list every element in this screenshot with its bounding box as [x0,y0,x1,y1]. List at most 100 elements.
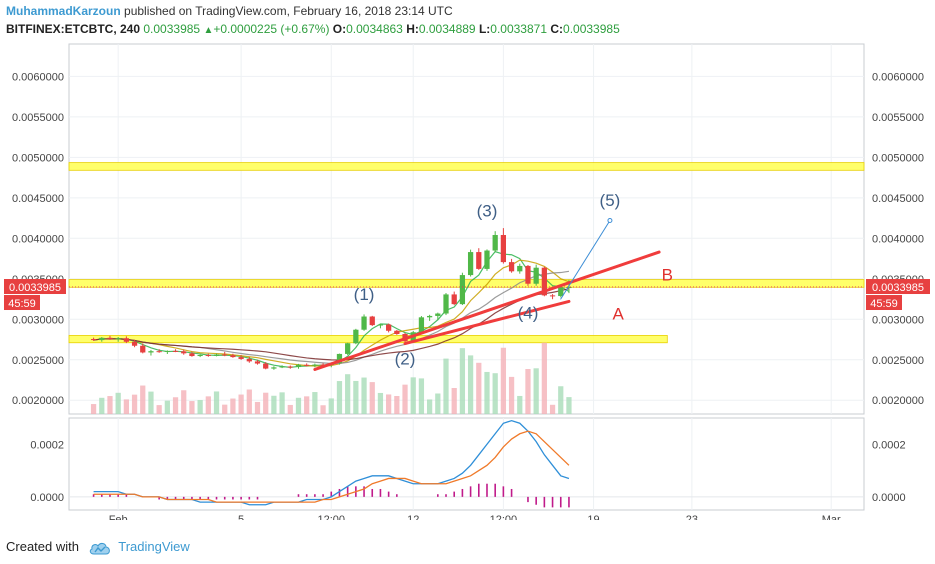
volume-bar [386,394,392,414]
wave-label: (5) [600,191,621,210]
price-axis-tick-left: 0.0050000 [12,152,64,164]
candle-body [443,294,449,314]
ohlc-line: BITFINEX:ETCBTC, 240 0.0033985 ▲+0.00002… [6,22,620,36]
price-axis-tick-right: 0.0045000 [872,193,924,205]
price-axis-tick-right: 0.0055000 [872,112,924,124]
volume-bar [541,342,547,414]
volume-bar [107,396,113,414]
annotation-label: B [662,265,673,284]
horizontal-zone [68,335,668,344]
volume-bar [394,396,400,414]
volume-bar [426,399,433,414]
volume-bar [238,394,244,414]
price-axis-tick-left: 0.0040000 [12,233,64,245]
publish-line: MuhammadKarzoun published on TradingView… [6,4,453,18]
price-change: +0.0000225 (+0.67%) [213,22,330,36]
candle-body [459,275,466,305]
volume-bar [353,380,359,414]
candle-body [181,351,187,354]
volume-bar [369,382,375,414]
candle-body [566,287,572,289]
volume-bar [197,400,203,414]
volume-bar [205,396,211,414]
volume-bar [558,386,564,414]
high-label: H: [406,22,419,36]
price-axis-tick-left: 0.0020000 [12,395,64,407]
macd-axis-tick-left: 0.0000 [30,492,64,504]
high-value: 0.0034889 [418,22,476,36]
volume-bar [517,395,523,414]
volume-bar [189,401,195,414]
change-arrow-icon: ▲ [203,25,214,36]
macd-pane [68,417,865,511]
price-axis-tick-right: 0.0030000 [872,314,924,326]
candle-body [508,262,515,272]
candle-body [369,316,375,326]
volume-bar [90,404,97,414]
tradingview-brand[interactable]: TradingView [118,539,190,554]
candle-body [156,351,162,353]
candle-body [533,267,539,284]
wave-label: (3) [477,201,498,220]
candle-body [90,339,97,341]
time-axis-tick: 19 [587,514,599,520]
volume-bar [99,397,105,414]
time-axis-tick: 12:00 [490,514,518,520]
volume-bar [320,405,326,414]
candle-body [394,330,400,335]
countdown-tag-left-text: 45:59 [8,298,36,310]
candle-body [386,324,392,331]
candle-body [230,355,236,358]
candle-body [295,364,302,368]
macd-signal-line [93,430,570,503]
volume-bar [328,398,334,414]
price-chart[interactable]: (1) (2) (3) (4) (5) B A 0.0060000 0.0060000 0.005… [0,0,935,520]
candle-body [304,364,310,366]
volume-bar [213,391,220,414]
candle-body [205,354,211,356]
candle-body [131,341,138,346]
candle-body [525,265,531,284]
countdown-tag-right-text: 45:59 [870,298,898,310]
candle-body [115,338,121,340]
volume-bar [451,388,457,414]
volume-bar [484,371,490,414]
volume-bar [508,376,515,414]
horizontal-zone [68,162,865,171]
candle-body [476,252,482,269]
price-axis-tick-right: 0.0050000 [872,152,924,164]
candle-body [353,329,359,344]
candle-body [492,234,498,251]
price-axis-tick-left: 0.0030000 [12,314,64,326]
candle-body [238,357,244,359]
price-tag-left [4,279,66,295]
candle-body [451,294,457,305]
price-tag-left-text: 0.0033985 [9,282,61,294]
footer: Created with TradingView [6,539,190,555]
annotation-label: A [612,304,624,323]
candle-body [558,287,564,297]
candle-body [361,316,367,330]
volume-bar [271,395,277,414]
volume-bar [115,392,121,414]
price-pane [68,43,865,415]
volume-bar [263,392,269,414]
volume-bar [181,390,187,414]
volume-bar [246,389,252,414]
candle-body [99,337,105,341]
close-label: C: [550,22,564,36]
volume-bar [230,398,236,414]
volume-bar [410,377,416,414]
countdown-tag-right [866,295,902,311]
volume-bar [279,392,285,414]
time-axis-tick: Feb [109,514,128,520]
open-value: 0.0034863 [346,22,403,36]
candle-body [279,366,285,368]
candle-body [500,234,507,263]
candle-body [140,345,146,353]
close-value: 0.0033985 [563,22,620,36]
volume-bar [402,384,408,414]
candle-body [148,351,154,353]
volume-bar [164,400,170,414]
author-name[interactable]: MuhammadKarzoun [6,4,121,18]
